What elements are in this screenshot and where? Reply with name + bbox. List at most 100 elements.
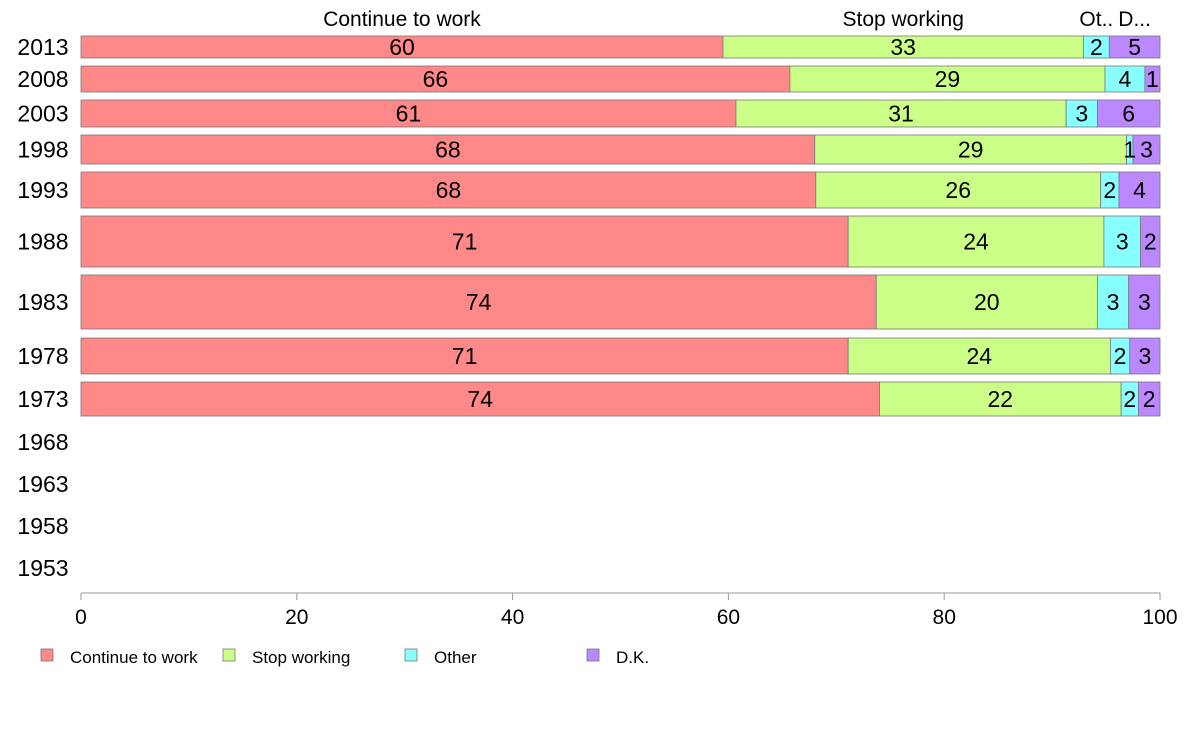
year-label-1958: 1958 bbox=[17, 513, 68, 539]
bar-stop-working-2003 bbox=[735, 99, 1067, 128]
bar-d-k--2008 bbox=[1144, 65, 1161, 93]
bar-d-k--1998 bbox=[1132, 134, 1161, 165]
legend-swatch-continue-to-work bbox=[40, 648, 54, 662]
bar-other-2003 bbox=[1065, 99, 1098, 128]
bar-stop-working-1988 bbox=[847, 215, 1105, 268]
value-label-d-k--2003: 6 bbox=[1122, 101, 1135, 127]
value-label-continue-to-work-2013: 60 bbox=[389, 34, 415, 60]
bar-d-k--2013 bbox=[1108, 35, 1161, 59]
value-label-d-k--1993: 4 bbox=[1133, 177, 1146, 203]
bar-d-k--1973 bbox=[1138, 381, 1161, 417]
bar-continue-to-work-2008 bbox=[80, 65, 791, 93]
year-label-1983: 1983 bbox=[17, 289, 68, 315]
value-label-stop-working-2003: 31 bbox=[888, 101, 914, 127]
bar-d-k--1978 bbox=[1129, 337, 1161, 375]
value-label-other-1978: 2 bbox=[1114, 343, 1127, 369]
bar-stop-working-1998 bbox=[814, 134, 1127, 165]
x-tick-label-100: 100 bbox=[1142, 606, 1177, 629]
year-label-1978: 1978 bbox=[17, 343, 68, 369]
bar-other-1983 bbox=[1097, 274, 1130, 330]
year-label-1993: 1993 bbox=[17, 177, 68, 203]
value-label-other-2008: 4 bbox=[1119, 66, 1132, 92]
legend-label-d-k-: D.K. bbox=[616, 648, 649, 667]
value-label-stop-working-2008: 29 bbox=[935, 66, 961, 92]
bar-continue-to-work-1998 bbox=[80, 134, 816, 165]
column-header-stop-working: Stop working bbox=[842, 8, 963, 31]
value-label-d-k--2013: 5 bbox=[1128, 34, 1141, 60]
bar-continue-to-work-1973 bbox=[80, 381, 880, 417]
value-label-other-1993: 2 bbox=[1103, 177, 1116, 203]
value-label-continue-to-work-1993: 68 bbox=[436, 177, 462, 203]
bar-continue-to-work-1988 bbox=[80, 215, 849, 268]
legend-swatch-d-k- bbox=[586, 648, 600, 662]
bar-stop-working-1978 bbox=[847, 337, 1111, 375]
column-headers: Continue to work Stop working Ot.. D... bbox=[323, 8, 1151, 31]
x-tick-label-40: 40 bbox=[501, 606, 524, 629]
x-axis: 0 20 40 60 80 100 bbox=[75, 592, 1178, 629]
value-label-d-k--1983: 3 bbox=[1138, 289, 1151, 315]
bar-stop-working-2008 bbox=[789, 65, 1106, 93]
value-label-continue-to-work-2003: 61 bbox=[396, 101, 422, 127]
value-label-stop-working-1973: 22 bbox=[988, 386, 1014, 412]
x-tick-label-20: 20 bbox=[285, 606, 308, 629]
year-labels: 2013 2008 2003 1998 1993 1988 1983 1978 1973 1968… bbox=[17, 34, 68, 581]
bar-continue-to-work-2003 bbox=[80, 99, 737, 128]
year-label-1973: 1973 bbox=[17, 386, 68, 412]
bar-d-k--1988 bbox=[1140, 215, 1161, 268]
value-label-stop-working-1988: 24 bbox=[963, 229, 989, 255]
column-header-continue-to-work: Continue to work bbox=[323, 8, 481, 31]
bar-d-k--1993 bbox=[1118, 171, 1161, 209]
value-label-stop-working-1998: 29 bbox=[958, 137, 984, 163]
bar-segments bbox=[80, 35, 1161, 417]
bar-other-1988 bbox=[1103, 215, 1141, 268]
value-label-stop-working-1993: 26 bbox=[945, 177, 971, 203]
bar-continue-to-work-1978 bbox=[80, 337, 849, 375]
year-label-2003: 2003 bbox=[17, 101, 68, 127]
bar-other-2008 bbox=[1104, 65, 1146, 93]
year-label-1953: 1953 bbox=[17, 555, 68, 581]
legend-swatch-other bbox=[404, 648, 418, 662]
value-label-other-2013: 2 bbox=[1090, 34, 1103, 60]
value-label-d-k--1978: 3 bbox=[1138, 343, 1151, 369]
value-label-other-1988: 3 bbox=[1116, 229, 1129, 255]
column-header-d-k-: D... bbox=[1118, 8, 1151, 31]
bar-continue-to-work-1983 bbox=[80, 274, 877, 330]
x-tick-label-80: 80 bbox=[933, 606, 956, 629]
legend-label-other: Other bbox=[434, 648, 477, 667]
year-label-2013: 2013 bbox=[17, 34, 68, 60]
bar-continue-to-work-1993 bbox=[80, 171, 817, 209]
bar-d-k--2003 bbox=[1097, 99, 1161, 128]
legend-label-continue-to-work: Continue to work bbox=[70, 648, 198, 667]
column-header-other: Ot.. bbox=[1079, 8, 1113, 31]
legend-swatch-stop-working bbox=[222, 648, 236, 662]
value-label-other-1998: 1 bbox=[1123, 137, 1136, 163]
year-label-1998: 1998 bbox=[17, 137, 68, 163]
x-tick-label-0: 0 bbox=[75, 606, 87, 629]
value-label-stop-working-1983: 20 bbox=[974, 289, 1000, 315]
value-label-d-k--1988: 2 bbox=[1144, 229, 1157, 255]
value-label-other-2003: 3 bbox=[1075, 101, 1088, 127]
year-label-2008: 2008 bbox=[17, 66, 68, 92]
value-label-continue-to-work-1978: 71 bbox=[452, 343, 478, 369]
value-label-stop-working-1978: 24 bbox=[966, 343, 992, 369]
value-label-other-1983: 3 bbox=[1107, 289, 1120, 315]
year-label-1988: 1988 bbox=[17, 229, 68, 255]
value-label-continue-to-work-1998: 68 bbox=[435, 137, 461, 163]
value-label-continue-to-work-2008: 66 bbox=[423, 66, 449, 92]
value-label-other-1973: 2 bbox=[1123, 386, 1136, 412]
bar-stop-working-1973 bbox=[879, 381, 1122, 417]
bar-stop-working-1993 bbox=[815, 171, 1102, 209]
bar-d-k--1983 bbox=[1128, 274, 1161, 330]
value-label-continue-to-work-1988: 71 bbox=[452, 229, 478, 255]
bar-stop-working-1983 bbox=[875, 274, 1098, 330]
value-label-continue-to-work-1973: 74 bbox=[467, 386, 493, 412]
value-label-stop-working-2013: 33 bbox=[890, 34, 916, 60]
value-label-continue-to-work-1983: 74 bbox=[466, 289, 492, 315]
legend-label-stop-working: Stop working bbox=[252, 648, 350, 667]
value-label-d-k--1973: 2 bbox=[1143, 386, 1156, 412]
value-labels: 60 33 2 566 29 4 161 31 3 668 29 1 368 26 2 471 24 3 274 20… bbox=[389, 34, 1159, 412]
legend: Continue to work Stop working Other D.K. bbox=[40, 648, 649, 667]
value-label-d-k--2008: 1 bbox=[1146, 66, 1159, 92]
x-tick-label-60: 60 bbox=[717, 606, 740, 629]
